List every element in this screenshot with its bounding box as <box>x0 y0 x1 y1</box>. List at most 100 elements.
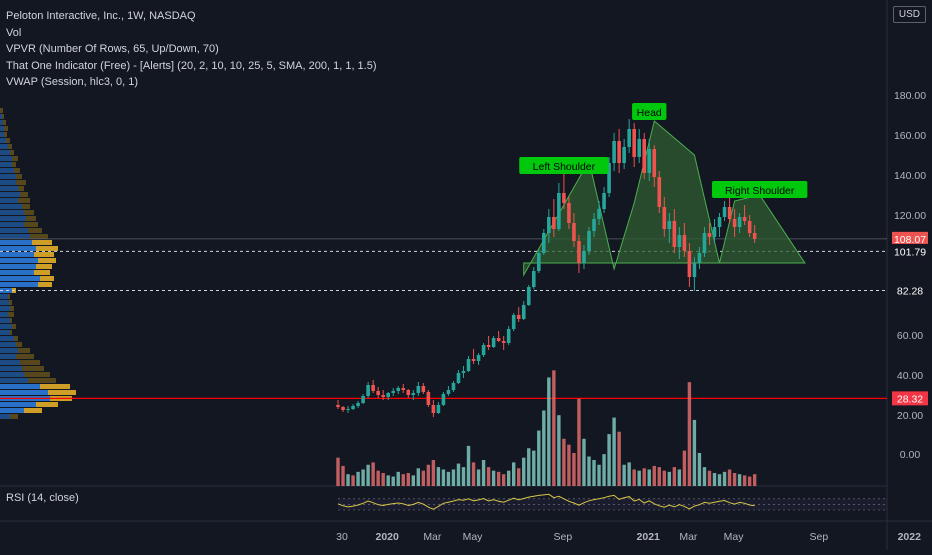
legend-vwap[interactable]: VWAP (Session, hlc3, 0, 1) <box>6 76 139 88</box>
candle-body[interactable] <box>652 149 657 177</box>
legend-symbol[interactable]: Peloton Interactive, Inc., 1W, NASDAQ <box>6 10 196 22</box>
candle-body[interactable] <box>481 345 486 355</box>
candle-body[interactable] <box>567 203 571 223</box>
volume-bar <box>657 467 661 486</box>
candle-body[interactable] <box>341 407 345 410</box>
candle-body[interactable] <box>351 406 355 409</box>
candle-body[interactable] <box>336 405 340 407</box>
candle-body[interactable] <box>496 338 501 341</box>
candle-body[interactable] <box>732 219 737 227</box>
candle-body[interactable] <box>451 383 456 390</box>
candle-body[interactable] <box>456 373 461 383</box>
candle-body[interactable] <box>416 386 421 393</box>
candle-body[interactable] <box>361 396 365 403</box>
candle-body[interactable] <box>637 139 641 157</box>
candle-body[interactable] <box>572 223 576 241</box>
legend-vpvr[interactable]: VPVR (Number Of Rows, 65, Up/Down, 70) <box>6 43 219 55</box>
candle-body[interactable] <box>542 233 546 253</box>
candle-body[interactable] <box>436 405 441 413</box>
candle-body[interactable] <box>381 395 385 397</box>
candle-body[interactable] <box>657 177 662 207</box>
volume-bar <box>552 370 556 486</box>
candle-body[interactable] <box>371 385 375 391</box>
candle-body[interactable] <box>742 217 747 221</box>
candle-body[interactable] <box>622 147 626 163</box>
candle-body[interactable] <box>712 227 717 237</box>
candle-body[interactable] <box>552 217 556 229</box>
candle-body[interactable] <box>682 235 687 251</box>
candle-body[interactable] <box>557 193 561 229</box>
candle-body[interactable] <box>491 338 496 347</box>
candle-body[interactable] <box>346 409 350 410</box>
candle-body[interactable] <box>642 139 647 173</box>
candle-body[interactable] <box>592 219 596 231</box>
candle-body[interactable] <box>627 129 631 147</box>
candle-body[interactable] <box>577 241 581 263</box>
candle-body[interactable] <box>697 253 702 263</box>
candle-body[interactable] <box>612 141 616 163</box>
candle-body[interactable] <box>547 217 551 233</box>
candle-body[interactable] <box>597 209 601 219</box>
candle-body[interactable] <box>667 221 672 229</box>
candle-body[interactable] <box>471 359 476 361</box>
candle-body[interactable] <box>426 392 431 405</box>
candle-body[interactable] <box>662 207 667 229</box>
candle-body[interactable] <box>396 388 401 391</box>
candle-body[interactable] <box>692 263 697 277</box>
candle-body[interactable] <box>537 253 541 271</box>
candle-body[interactable] <box>607 163 611 193</box>
candle-body[interactable] <box>356 403 360 406</box>
candle-body[interactable] <box>707 233 712 237</box>
rsi-legend[interactable]: RSI (14, close) <box>6 492 79 504</box>
candle-body[interactable] <box>727 207 732 219</box>
candle-body[interactable] <box>526 287 531 305</box>
volume-bar <box>547 377 551 486</box>
candle-body[interactable] <box>431 405 436 413</box>
volume-bar <box>582 438 586 486</box>
candle-body[interactable] <box>466 359 471 371</box>
volume-bar <box>717 474 722 486</box>
candle-body[interactable] <box>647 149 652 173</box>
candle-body[interactable] <box>521 305 526 319</box>
volume-profile-up-bar <box>0 348 18 353</box>
candle-body[interactable] <box>401 388 406 390</box>
candle-body[interactable] <box>531 271 536 287</box>
candle-body[interactable] <box>376 391 380 395</box>
candle-body[interactable] <box>366 385 370 396</box>
candle-body[interactable] <box>737 217 742 227</box>
candle-body[interactable] <box>421 386 426 392</box>
candle-body[interactable] <box>461 371 466 373</box>
candle-body[interactable] <box>722 207 727 217</box>
candle-body[interactable] <box>617 141 621 163</box>
legend-volume[interactable]: Vol <box>6 26 22 39</box>
candle-body[interactable] <box>411 393 416 395</box>
candle-body[interactable] <box>506 329 511 343</box>
candle-body[interactable] <box>602 193 606 209</box>
candle-body[interactable] <box>702 233 707 253</box>
candle-body[interactable] <box>632 129 636 157</box>
candle-body[interactable] <box>441 394 446 405</box>
candle-body[interactable] <box>587 231 591 251</box>
candle-body[interactable] <box>672 221 677 247</box>
legend-indicator[interactable]: That One Indicator (Free) - [Alerts] (20… <box>6 59 377 72</box>
candle-body[interactable] <box>752 233 757 239</box>
candle-body[interactable] <box>687 251 692 277</box>
candle-body[interactable] <box>516 315 521 319</box>
candle-body[interactable] <box>677 235 682 247</box>
candle-body[interactable] <box>562 193 566 203</box>
candle-body[interactable] <box>486 345 491 347</box>
price-tag-text: 82.28 <box>897 285 923 297</box>
candle-body[interactable] <box>446 390 451 394</box>
candle-body[interactable] <box>501 341 506 343</box>
candle-body[interactable] <box>511 315 516 329</box>
candle-body[interactable] <box>386 393 390 397</box>
candle-body[interactable] <box>717 217 722 227</box>
candle-body[interactable] <box>391 391 396 393</box>
currency-button[interactable]: USD <box>892 6 926 23</box>
candle-body[interactable] <box>747 221 752 233</box>
candle-body[interactable] <box>476 355 481 361</box>
candle-body[interactable] <box>582 251 586 263</box>
candle-body[interactable] <box>406 390 411 395</box>
